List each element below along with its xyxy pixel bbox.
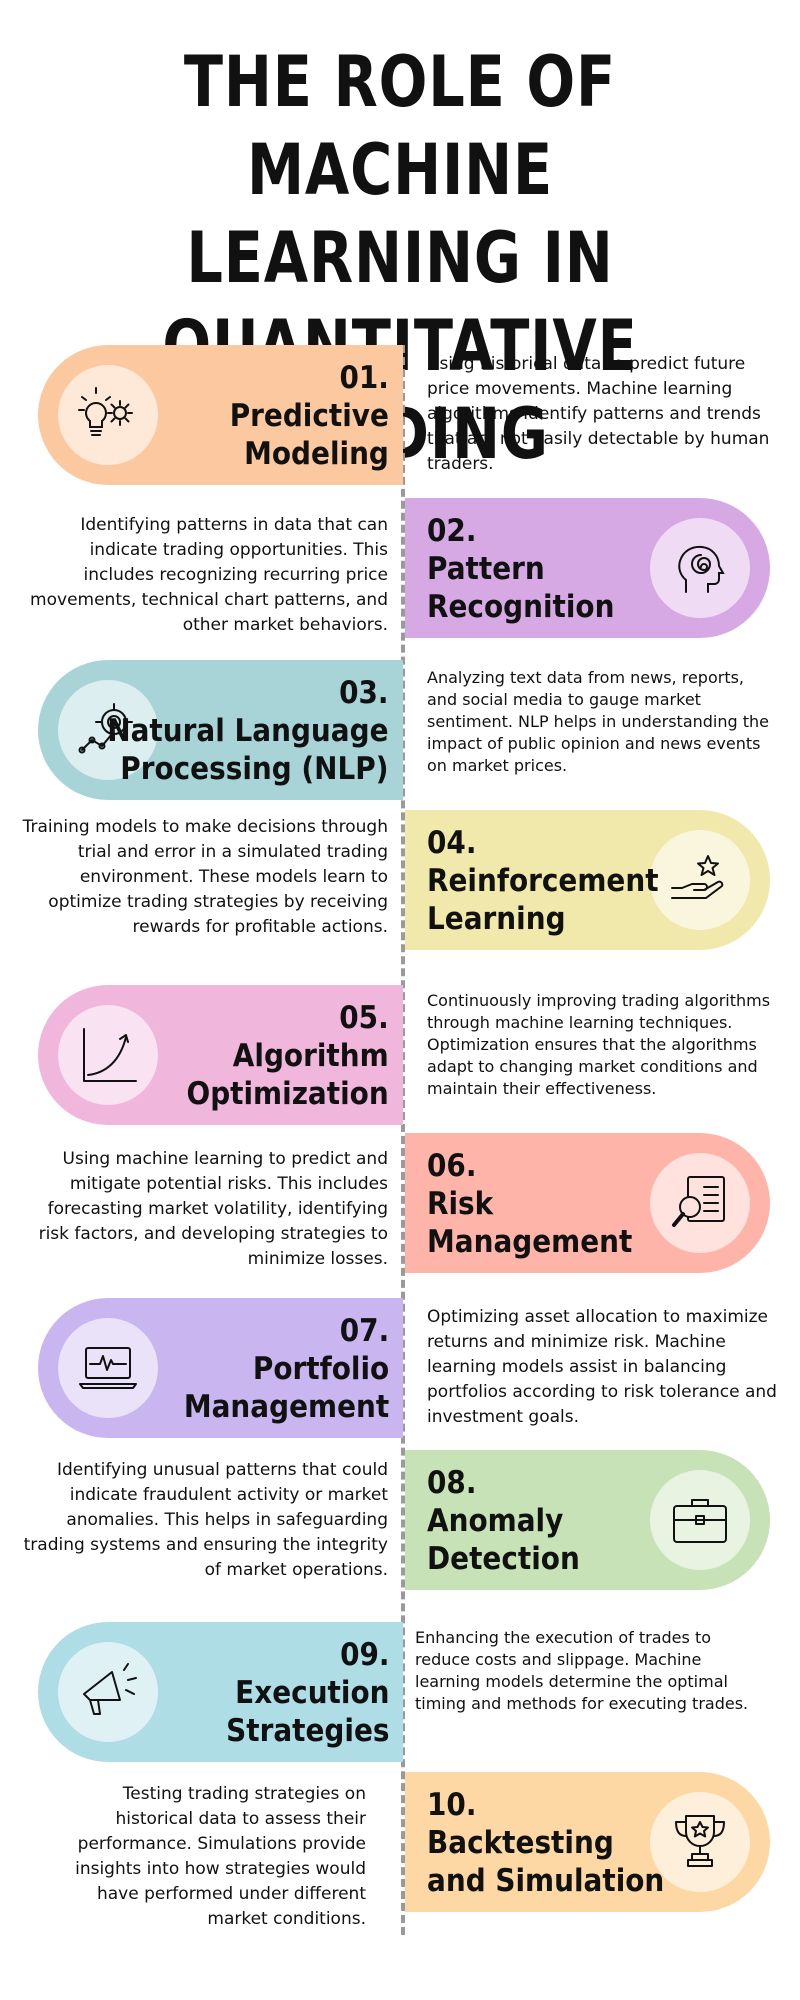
step-name: Backtesting and Simulation: [427, 1825, 665, 1899]
growth-chart-icon: [58, 1005, 158, 1105]
step-name: Predictive Modeling: [229, 398, 389, 472]
step-number: 03.: [339, 675, 389, 711]
step-02-card: 02. Pattern Recognition: [405, 498, 770, 638]
step-06-description: Using machine learning to predict and mi…: [38, 1149, 388, 1269]
step-05-heading: 05. Algorithm Optimization: [187, 999, 389, 1113]
laptop-pulse-icon: [58, 1318, 158, 1418]
lightbulb-gear-icon: [58, 365, 158, 465]
step-name: Portfolio Management: [183, 1351, 389, 1425]
step-name: Execution Strategies: [225, 1675, 389, 1749]
step-name: Natural Language Processing (NLP): [107, 713, 389, 787]
step-number: 04.: [427, 825, 477, 861]
step-02-heading: 02. Pattern Recognition: [427, 512, 614, 626]
step-01-card: 01. Predictive Modeling: [38, 345, 403, 485]
step-08-card: 08. Anomaly Detection: [405, 1450, 770, 1590]
step-number: 08.: [427, 1465, 477, 1501]
step-number: 05.: [339, 1000, 389, 1036]
hand-star-icon: [650, 830, 750, 930]
step-09-card: 09. Execution Strategies: [38, 1622, 403, 1762]
step-number: 10.: [427, 1787, 477, 1823]
step-04-card: 04. Reinforcement Learning: [405, 810, 770, 950]
step-07-description: Optimizing asset allocation to maximize …: [427, 1307, 777, 1427]
step-number: 02.: [427, 513, 477, 549]
step-name: Reinforcement Learning: [427, 863, 659, 937]
step-name: Algorithm Optimization: [186, 1038, 389, 1112]
step-number: 07.: [339, 1313, 389, 1349]
step-03-card: 03. Natural Language Processing (NLP): [38, 660, 403, 800]
step-number: 01.: [339, 360, 389, 396]
step-05-description: Continuously improving trading algorithm…: [427, 991, 771, 1098]
step-number: 09.: [339, 1637, 389, 1673]
step-name: Anomaly Detection: [427, 1503, 580, 1577]
head-spiral-icon: [650, 518, 750, 618]
step-05-card: 05. Algorithm Optimization: [38, 985, 403, 1125]
step-04-description: Training models to make decisions throug…: [22, 817, 388, 937]
step-04-heading: 04. Reinforcement Learning: [427, 824, 659, 938]
step-09-heading: 09. Execution Strategies: [226, 1636, 389, 1750]
target-icon: [58, 680, 158, 780]
step-08-heading: 08. Anomaly Detection: [427, 1464, 580, 1578]
trophy-icon: [650, 1792, 750, 1892]
step-09-description: Enhancing the execution of trades to red…: [415, 1628, 749, 1713]
step-01-description: Using historical data to predict future …: [427, 354, 770, 474]
step-02-description: Identifying patterns in data that can in…: [30, 515, 388, 635]
step-03-description: Analyzing text data from news, reports, …: [427, 668, 770, 775]
step-number: 06.: [427, 1148, 477, 1184]
step-06-heading: 06. Risk Management: [427, 1147, 632, 1261]
step-06-card: 06. Risk Management: [405, 1133, 770, 1273]
center-dashed-divider: [401, 345, 405, 1935]
document-search-icon: [650, 1153, 750, 1253]
step-03-heading: 03. Natural Language Processing (NLP): [108, 674, 389, 788]
step-10-description: Testing trading strategies on historical…: [75, 1784, 366, 1929]
step-07-heading: 07. Portfolio Management: [184, 1312, 389, 1426]
step-07-card: 07. Portfolio Management: [38, 1298, 403, 1438]
step-name: Pattern Recognition: [427, 551, 615, 625]
step-08-description: Identifying unusual patterns that could …: [23, 1460, 388, 1580]
briefcase-icon: [650, 1470, 750, 1570]
step-name: Risk Management: [427, 1186, 633, 1260]
step-01-heading: 01. Predictive Modeling: [230, 359, 389, 473]
megaphone-icon: [58, 1642, 158, 1742]
step-10-card: 10. Backtesting and Simulation: [405, 1772, 770, 1912]
step-10-heading: 10. Backtesting and Simulation: [427, 1786, 664, 1900]
